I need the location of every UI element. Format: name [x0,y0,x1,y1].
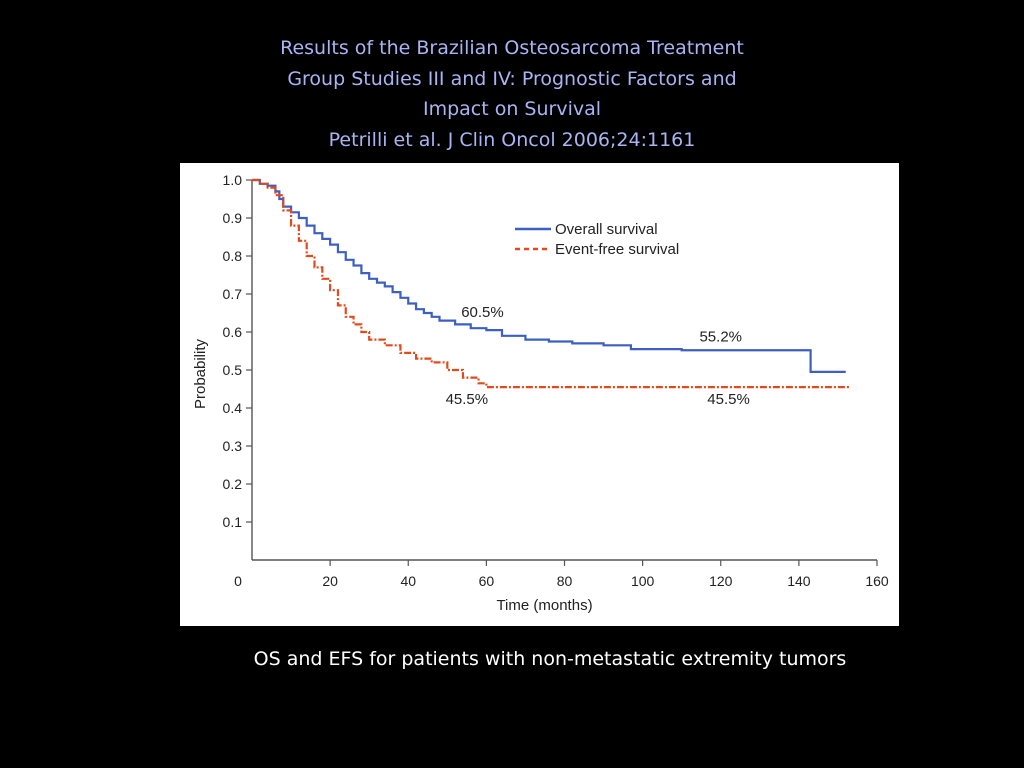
citation-line: Petrilli et al. J Clin Oncol 2006;24:116… [328,128,696,151]
title-line-1: Results of the Brazilian Osteosarcoma Tr… [280,37,744,59]
title-line-3: Impact on Survival [422,98,602,120]
y-axis-label: Probability [192,338,209,409]
x-tick-label: 120 [709,573,733,589]
y-tick-label: 0.2 [223,476,243,492]
chart-annotation-label: 45.5% [446,391,489,408]
x-tick-label: 80 [557,573,573,589]
y-tick-label: 0.5 [223,362,243,378]
slide-title: Results of the Brazilian Osteosarcoma Tr… [0,33,1024,155]
x-tick-label: 40 [400,573,416,589]
y-tick-label: 0.4 [223,400,243,416]
x-tick-label: 100 [631,573,655,589]
event-free-survival-line [252,178,850,389]
survival-chart: 0.1 0.2 0.3 0.4 0.5 0.6 0.7 0.8 0.9 1.0 0 20 40 60 80 1… [192,172,889,614]
legend-label-event-free-survival: Event-free survival [555,241,679,258]
overall-survival-line [252,178,846,373]
y-tick-label: 0.8 [223,248,243,264]
y-tick-label: 0.3 [223,438,243,454]
legend-label-overall-survival: Overall survival [555,221,658,238]
slide-caption: OS and EFS for patients with non-metasta… [0,648,1024,670]
chart-annotations: 60.5% 55.2% 45.5% 45.5% [446,304,750,408]
chart-series-layer [252,178,850,389]
chart-legend: Overall survival Event-free survival [515,221,679,258]
x-tick-label: 0 [234,573,242,589]
x-tick-label: 60 [479,573,495,589]
x-tick-label: 160 [865,573,889,589]
chart-annotation-label: 45.5% [707,391,750,408]
chart-axes: 0.1 0.2 0.3 0.4 0.5 0.6 0.7 0.8 0.9 1.0 0 20 40 60 80 1… [192,172,889,614]
title-line-2: Group Studies III and IV: Prognostic Fac… [287,67,737,90]
chart-annotation-label: 55.2% [699,329,742,346]
x-tick-label: 140 [787,573,811,589]
y-tick-label: 0.7 [223,286,243,302]
y-tick-label: 0.9 [223,210,243,226]
y-tick-label: 1.0 [223,172,243,188]
x-axis-label: Time (months) [496,597,592,614]
caption-text: OS and EFS for patients with non-metasta… [253,648,847,670]
y-tick-label: 0.1 [223,514,243,530]
x-tick-label: 20 [322,573,338,589]
chart-annotation-label: 60.5% [461,304,504,321]
y-tick-label: 0.6 [223,324,243,340]
survival-chart-figure: 0.1 0.2 0.3 0.4 0.5 0.6 0.7 0.8 0.9 1.0 0 20 40 60 80 1… [180,163,899,626]
